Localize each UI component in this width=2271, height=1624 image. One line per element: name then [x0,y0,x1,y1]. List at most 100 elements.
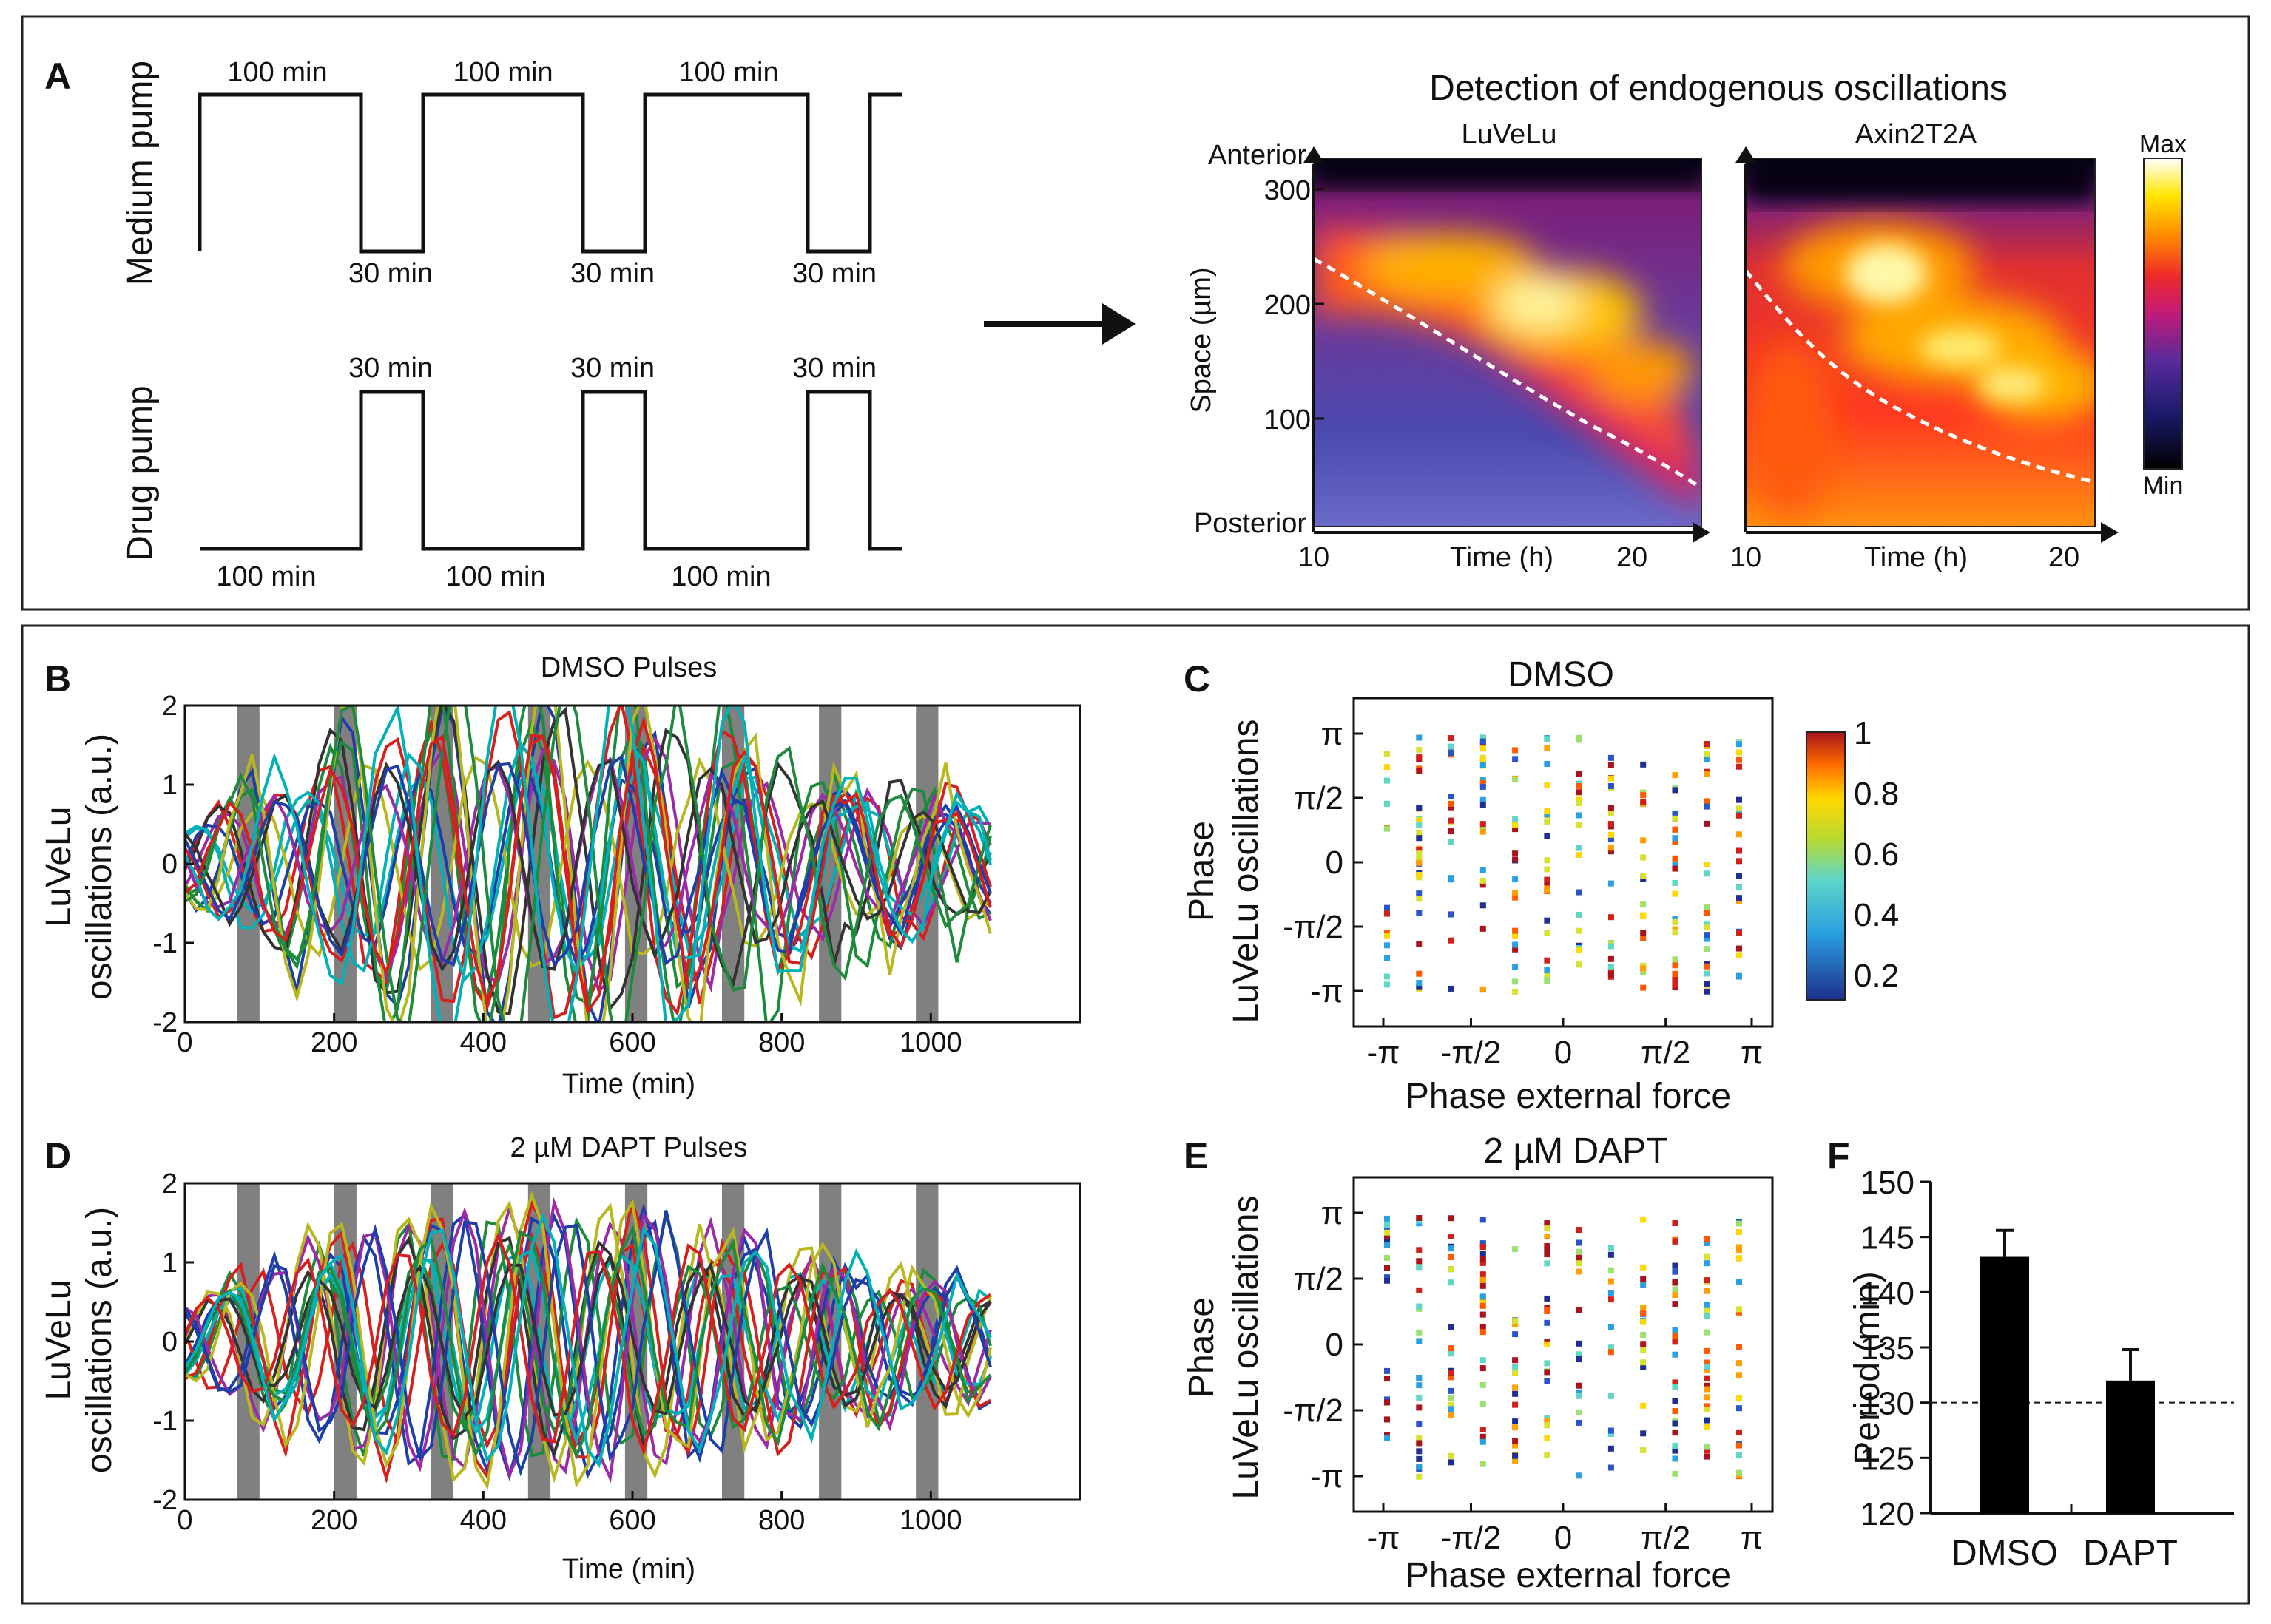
phase-point [1448,1233,1454,1239]
phase-point [1607,967,1614,974]
phase-point [1576,1260,1582,1267]
phase-point [1416,1303,1423,1310]
x-tick-0: 0 [177,1505,192,1536]
phase-point [1384,1432,1390,1438]
phase-point [1736,1372,1742,1378]
phase-point [1384,825,1390,832]
x-tick-0: 0 [177,1027,192,1058]
drug-low-label-3: 100 min [671,561,771,592]
phase-point [1704,741,1710,748]
phase-point [1736,847,1742,854]
phase-point [1736,1306,1742,1313]
bar-y-tick-150: 150 [1860,1165,1914,1201]
phase-point [1479,1217,1486,1223]
phase-point [1704,1386,1710,1393]
phase-point [1448,817,1454,824]
drug-high-label-2: 30 min [570,353,655,384]
phase-point [1384,764,1390,771]
phase-point [1544,866,1550,873]
phase-point [1672,1430,1678,1436]
phase-point [1672,1455,1678,1462]
phase-x-tick: -π [1366,1035,1400,1071]
phase-point [1704,924,1710,931]
phase-point [1416,941,1423,947]
phase-point [1544,819,1550,825]
phase-point [1607,831,1614,838]
phase-point [1416,984,1423,990]
phase-point [1479,783,1486,790]
phase-point [1416,1455,1423,1462]
phase-point [1448,1266,1454,1273]
phase-point [1736,763,1742,770]
panel-e-ylabel-line1: Phase [1182,1297,1221,1398]
bar-y-tick-125: 125 [1860,1441,1914,1477]
phase-point [1416,754,1423,760]
heatmap-axin2t2a [1746,158,2095,527]
y-tick-0: 0 [162,1327,178,1358]
phase-point [1416,734,1423,741]
phase-point [1479,1438,1486,1445]
phase-point [1576,771,1582,777]
phase-point [1479,796,1486,803]
phase-point [1704,1347,1710,1354]
phase-x-tick: 0 [1554,1520,1572,1556]
phase-point [1672,855,1678,862]
colorbar-tick: 1 [1854,715,1872,751]
phase-point [1736,1469,1742,1476]
phase-point [1736,1344,1742,1350]
phase-point [1640,837,1647,844]
panel-e-title: 2 µM DAPT [1483,1131,1667,1171]
panel-a-frame [21,15,2250,611]
phase-x-tick: π [1741,1520,1763,1556]
phase-point [1640,1447,1647,1453]
phase-point [1704,870,1710,877]
phase-point [1512,777,1519,783]
trace-11 [185,740,992,983]
phase-point [1384,933,1390,939]
phase-point [1640,901,1647,908]
phase-point [1448,800,1454,807]
phase-point [1736,898,1742,904]
phase-point [1736,884,1742,890]
phase-point [1416,980,1423,987]
phase-point [1576,822,1582,828]
phase-point [1576,800,1582,807]
phase-point [1704,1329,1710,1336]
heat-ytick-100: 100 [1264,405,1311,436]
x-tick-600: 600 [609,1027,655,1058]
panel-d-title: 2 µM DAPT Pulses [510,1132,747,1163]
phase-point [1576,1393,1582,1399]
phase-point [1704,1359,1710,1366]
phase-point [1544,1422,1550,1429]
x-tick-200: 200 [311,1027,357,1058]
phase-x-tick: π [1741,1035,1763,1071]
phase-point [1384,1215,1390,1222]
phase-point [1479,902,1486,909]
phase-point [1736,812,1742,819]
trace-13 [185,706,992,1022]
phase-point [1544,736,1550,742]
phase-point [1512,1246,1519,1253]
trace-15 [185,1210,992,1477]
phase-point [1479,779,1486,786]
phase-point [1704,904,1710,910]
phase-point [1448,1374,1454,1381]
phase-point [1479,1271,1486,1278]
trace-18 [185,1212,992,1469]
bar-dmso [1980,1256,2029,1513]
phase-point [1704,1375,1710,1381]
phase-point [1448,1387,1454,1394]
phase-point [1736,1429,1742,1435]
phase-point [1736,1360,1742,1367]
phase-point [1607,1344,1614,1351]
phase-point [1544,808,1550,815]
phase-point [1640,761,1647,768]
phase-point [1672,1268,1678,1275]
phase-point [1512,816,1519,822]
phase-point [1416,817,1423,824]
phase-point [1704,1253,1710,1260]
phase-point [1384,1234,1390,1241]
phase-point [1672,1379,1678,1386]
phase-point [1384,1225,1390,1231]
phase-point [1544,1251,1550,1258]
